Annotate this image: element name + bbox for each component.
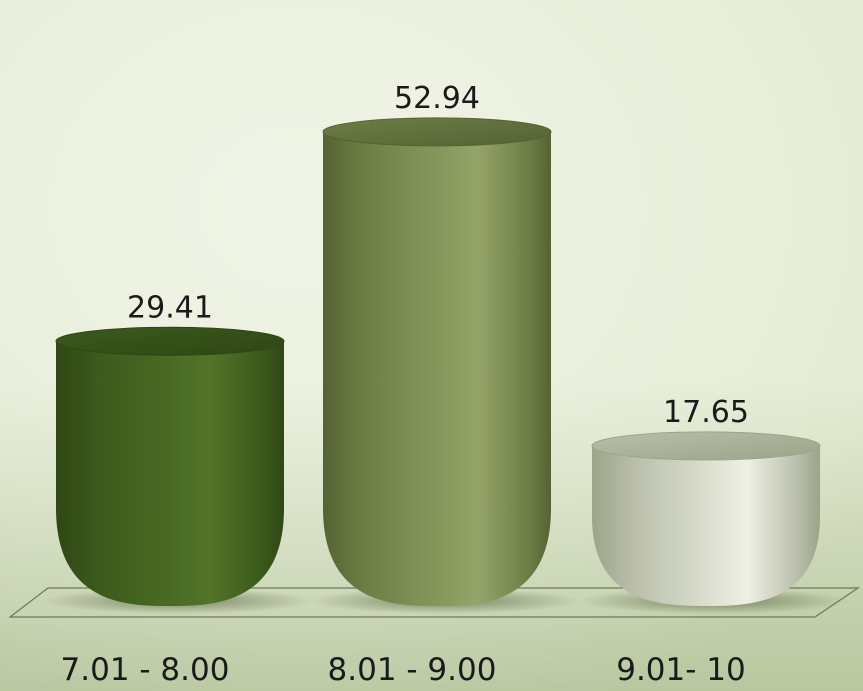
bar-top-cap — [591, 431, 821, 461]
category-label: 9.01- 10 — [616, 652, 746, 688]
data-label: 52.94 — [394, 81, 480, 116]
bar-body — [323, 131, 551, 607]
data-label: 29.41 — [127, 290, 213, 325]
bar-top-cap — [55, 326, 285, 356]
data-label: 17.65 — [663, 395, 749, 430]
category-label: 8.01 - 9.00 — [328, 652, 497, 688]
bar-top-cap — [322, 117, 552, 147]
bar-body — [592, 445, 820, 606]
category-label: 7.01 - 8.00 — [61, 652, 230, 688]
bar-body — [56, 341, 284, 606]
floor-plane — [8, 587, 860, 618]
